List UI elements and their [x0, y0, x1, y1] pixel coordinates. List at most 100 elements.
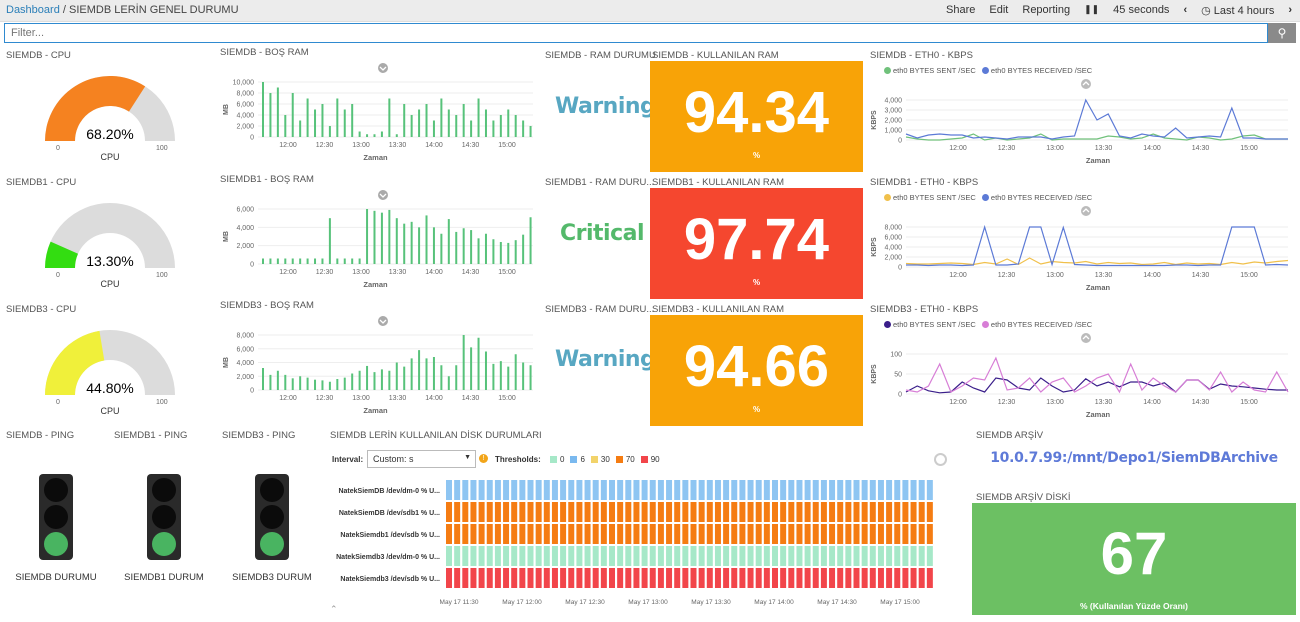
chevron-down-icon[interactable] — [378, 63, 388, 73]
heatmap-cell — [470, 524, 477, 544]
heatmap-cell — [845, 480, 852, 500]
y-tick-label: 4,000 — [236, 225, 254, 232]
heatmap-cell — [470, 502, 477, 522]
breadcrumb-dashboard-link[interactable]: Dashboard — [6, 4, 60, 16]
heatmap-cell — [763, 568, 770, 588]
chevron-right-icon[interactable]: › — [1288, 4, 1292, 16]
heatmap-cell — [755, 568, 762, 588]
heatmap-cell — [535, 480, 542, 500]
page-title: SIEMDB LERİN GENEL DURUMU — [69, 4, 239, 16]
panel-title: SIEMDB1 - RAM DURU... — [545, 177, 655, 188]
chevron-up-icon[interactable] — [1081, 206, 1091, 216]
chevron-down-icon[interactable] — [378, 316, 388, 326]
search-button[interactable]: ⚲ — [1268, 23, 1296, 43]
heatmap-cell — [837, 480, 844, 500]
heatmap-cell — [869, 524, 876, 544]
heatmap-cell — [723, 524, 730, 544]
legend-dot — [884, 321, 891, 328]
pause-icon[interactable]: ❚❚ — [1084, 4, 1100, 14]
heatmap-cell — [796, 502, 803, 522]
heatmap-cell — [446, 546, 452, 566]
heatmap-cell — [682, 480, 689, 500]
heatmap-cell — [674, 568, 681, 588]
heatmap-cell — [649, 502, 656, 522]
heatmap-cell — [543, 502, 550, 522]
heatmap-cell — [657, 568, 664, 588]
legend-item[interactable]: eth0 BYTES RECEIVED /SEC — [990, 66, 1093, 75]
reporting-button[interactable]: Reporting — [1022, 4, 1071, 16]
heatmap-cell — [926, 568, 933, 588]
ram-bar — [262, 82, 264, 137]
refresh-interval[interactable]: 45 seconds — [1113, 4, 1170, 16]
heatmap-cell — [470, 568, 477, 588]
heatmap-cell — [649, 480, 656, 500]
ram-bar — [484, 351, 487, 390]
heatmap-cell — [535, 568, 542, 588]
refresh-icon[interactable] — [934, 453, 947, 466]
free-ram-chart: 10,000 8,000 6,000 4,000 2,000 0 12:00 12:30 13:… — [223, 63, 533, 162]
share-button[interactable]: Share — [946, 4, 976, 16]
heatmap-cell — [788, 524, 795, 544]
ram-bar — [351, 104, 354, 137]
heatmap-cell — [902, 502, 909, 522]
heatmap-cell — [649, 546, 656, 566]
heatmap-cell — [641, 524, 648, 544]
y-tick-label: 8,000 — [236, 333, 254, 340]
chevron-down-icon[interactable] — [378, 190, 388, 200]
chevron-up-icon[interactable]: ⌃ — [330, 604, 338, 614]
info-icon[interactable]: ! — [479, 454, 488, 463]
heatmap-cell — [625, 546, 632, 566]
gauge-fill — [45, 241, 79, 268]
heatmap-cell — [519, 502, 526, 522]
heatmap-cell — [804, 502, 811, 522]
used-ram-value: 94.34 — [683, 80, 830, 145]
heatmap-cell — [674, 546, 681, 566]
chevron-up-icon[interactable] — [1081, 333, 1091, 343]
time-picker[interactable]: ◷ Last 4 hours — [1201, 4, 1274, 17]
heatmap-cell — [657, 546, 664, 566]
y-tick-label: 0 — [250, 135, 254, 142]
legend-item[interactable]: eth0 BYTES SENT /SEC — [893, 66, 976, 75]
panel-title: SIEMDB ARŞİV — [976, 430, 1044, 441]
heatmap-cell — [853, 568, 860, 588]
heatmap-cell — [633, 524, 640, 544]
ram-status-text: Critical — [560, 221, 645, 246]
used-ram-unit: % — [752, 405, 761, 414]
legend-item[interactable]: eth0 BYTES RECEIVED /SEC — [990, 320, 1093, 329]
legend-item[interactable]: eth0 BYTES RECEIVED /SEC — [990, 193, 1093, 202]
heatmap-cell — [600, 546, 607, 566]
legend-item[interactable]: eth0 BYTES SENT /SEC — [893, 320, 976, 329]
ram-bar — [380, 212, 383, 264]
interval-select[interactable]: Custom: s ▼ — [367, 450, 476, 468]
panel-title: SIEMDB - CPU — [6, 50, 71, 61]
heatmap-cell — [666, 480, 673, 500]
heatmap-cell — [560, 480, 567, 500]
chevron-left-icon[interactable]: ‹ — [1183, 4, 1188, 16]
heatmap-cell — [780, 546, 787, 566]
heatmap-cell — [714, 502, 721, 522]
ram-bar — [514, 240, 517, 264]
heatmap-cell — [886, 568, 893, 588]
heatmap-cell — [894, 480, 901, 500]
ram-bar — [403, 223, 406, 264]
breadcrumb-separator: / — [62, 4, 66, 16]
heatmap-cell — [714, 524, 721, 544]
heatmap-cell — [812, 524, 819, 544]
edit-button[interactable]: Edit — [989, 4, 1009, 16]
used-ram-value: 97.74 — [683, 207, 830, 272]
heatmap-cell — [910, 568, 917, 588]
chevron-up-icon[interactable] — [1081, 79, 1091, 89]
cpu-gauge: 44.80% 0 100 CPU — [45, 330, 175, 416]
heatmap-cell — [894, 568, 901, 588]
legend-item[interactable]: eth0 BYTES SENT /SEC — [893, 193, 976, 202]
filter-input[interactable] — [4, 23, 1268, 43]
search-icon: ⚲ — [1277, 26, 1287, 40]
heatmap-cell — [706, 480, 713, 500]
ram-bar — [358, 131, 361, 137]
heatmap-cell — [625, 568, 632, 588]
ram-bar — [440, 365, 443, 390]
heatmap-cell — [698, 568, 705, 588]
heatmap-cell — [812, 502, 819, 522]
heatmap-cell — [820, 546, 827, 566]
ram-bar — [425, 358, 428, 390]
